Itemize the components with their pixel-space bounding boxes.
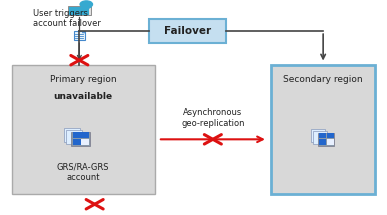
FancyBboxPatch shape: [313, 131, 327, 144]
FancyBboxPatch shape: [81, 132, 89, 138]
Text: unavailable: unavailable: [54, 92, 113, 101]
FancyBboxPatch shape: [74, 31, 85, 40]
Text: GRS/RA-GRS
account: GRS/RA-GRS account: [57, 162, 110, 182]
FancyBboxPatch shape: [319, 133, 326, 138]
FancyBboxPatch shape: [271, 64, 375, 194]
Text: Failover: Failover: [164, 26, 211, 36]
FancyBboxPatch shape: [73, 139, 80, 145]
FancyBboxPatch shape: [312, 129, 325, 142]
Circle shape: [80, 1, 92, 8]
FancyBboxPatch shape: [318, 133, 334, 146]
FancyBboxPatch shape: [149, 19, 226, 43]
FancyBboxPatch shape: [72, 132, 89, 146]
Polygon shape: [82, 31, 85, 33]
Text: Primary region: Primary region: [50, 75, 116, 84]
Text: Secondary region: Secondary region: [283, 75, 363, 84]
FancyBboxPatch shape: [67, 130, 82, 144]
FancyBboxPatch shape: [327, 133, 334, 138]
Text: Asynchronous
geo-replication: Asynchronous geo-replication: [181, 108, 245, 127]
FancyBboxPatch shape: [64, 128, 80, 142]
Polygon shape: [80, 7, 92, 9]
Text: User triggers
account failover: User triggers account failover: [33, 9, 101, 28]
FancyBboxPatch shape: [12, 64, 155, 194]
FancyBboxPatch shape: [73, 132, 80, 138]
FancyBboxPatch shape: [319, 139, 326, 144]
FancyBboxPatch shape: [327, 139, 334, 144]
FancyBboxPatch shape: [81, 139, 89, 145]
FancyBboxPatch shape: [68, 6, 91, 15]
FancyBboxPatch shape: [69, 7, 89, 15]
